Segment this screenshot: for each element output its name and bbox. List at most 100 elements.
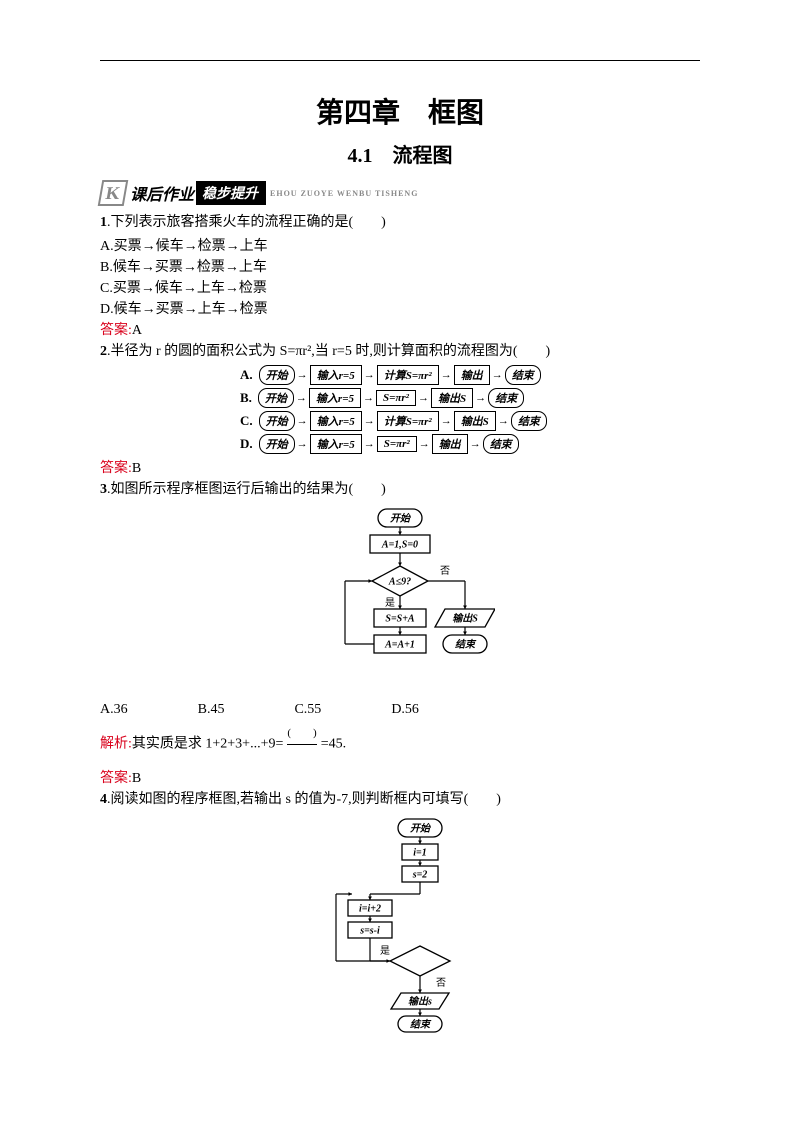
answer-label: 答案:: [100, 771, 132, 786]
q3-num: 3: [100, 482, 107, 497]
arrow-icon: →: [296, 392, 307, 404]
svg-text:是: 是: [380, 945, 390, 957]
arrow-icon: →: [297, 369, 308, 381]
option-label: A.: [240, 367, 253, 383]
flow-box: 结束: [511, 411, 547, 431]
q1-opt-b: B.候车→买票→检票→上车: [100, 256, 700, 276]
q1-ans-val: A: [132, 323, 142, 338]
q3-opt-a: A.36: [100, 702, 128, 718]
arrow-icon: →: [441, 369, 452, 381]
q3-explanation: 解析:其实质是求 1+2+3+...+9= ( )x =45.: [100, 724, 700, 765]
svg-text:S=S+A: S=S+A: [385, 613, 415, 624]
frac-line: [287, 744, 316, 745]
q3-options: A.36 B.45 C.55 D.56: [100, 702, 700, 718]
arrow-icon: →: [418, 392, 429, 404]
q1-opt-d: D.候车→买票→上车→检票: [100, 298, 700, 318]
option-label: C.: [240, 413, 253, 429]
q1-text: .下列表示旅客搭乘火车的流程正确的是( ): [107, 215, 386, 230]
q4-num: 4: [100, 792, 107, 807]
q2-row-a: A.开始→输入r=5→计算S=πr²→输出→结束: [240, 365, 700, 385]
flow-box: 输出: [432, 434, 468, 454]
chapter-title: 第四章 框图: [100, 91, 700, 131]
svg-text:输出s: 输出s: [408, 995, 432, 1007]
svg-text:s=2: s=2: [412, 869, 428, 880]
question-2: 2.半径为 r 的圆的面积公式为 S=πr²,当 r=5 时,则计算面积的流程图…: [100, 341, 700, 362]
question-1: 1.下列表示旅客搭乘火车的流程正确的是( ): [100, 212, 700, 233]
svg-text:结束: 结束: [455, 638, 477, 650]
arrow-icon: →: [297, 438, 308, 450]
svg-text:是: 是: [385, 597, 395, 609]
flow-box: 结束: [488, 388, 524, 408]
q2-answer: 答案:B: [100, 457, 700, 477]
arrow-icon: →: [363, 392, 374, 404]
flow-box: 计算S=πr²: [377, 411, 439, 431]
q1-answer: 答案:A: [100, 319, 700, 339]
question-4: 4.阅读如图的程序框图,若输出 s 的值为-7,则判断框内可填写( ): [100, 789, 700, 810]
q3-text: .如图所示程序框图运行后输出的结果为( ): [107, 482, 386, 497]
svg-text:A=1,S=0: A=1,S=0: [381, 539, 418, 550]
q3-expl-text2: =45.: [321, 737, 346, 752]
flow-box: 结束: [483, 434, 519, 454]
svg-text:否: 否: [440, 565, 450, 577]
q3-expl-text1: 其实质是求 1+2+3+...+9=: [132, 737, 283, 752]
top-rule: [100, 60, 700, 61]
explanation-label: 解析:: [100, 737, 132, 752]
option-label: D.: [240, 436, 253, 452]
q4-text: .阅读如图的程序框图,若输出 s 的值为-7,则判断框内可填写( ): [107, 792, 501, 807]
answer-label: 答案:: [100, 461, 132, 476]
banner-cn: 课后作业: [130, 181, 194, 205]
q1-opt-a: A.买票→候车→检票→上车: [100, 235, 700, 255]
arrow-icon: →: [475, 392, 486, 404]
svg-text:i=i+2: i=i+2: [359, 903, 381, 914]
q3-opt-d: D.56: [391, 702, 419, 718]
flow-box: 结束: [505, 365, 541, 385]
q3-ans-val: B: [132, 771, 141, 786]
svg-text:开始: 开始: [390, 512, 411, 524]
fraction-placeholder: ( )x: [287, 724, 316, 765]
svg-text:否: 否: [436, 977, 446, 989]
banner-pinyin: EHOU ZUOYE WENBU TISHENG: [270, 189, 418, 198]
q1-opt-c: C.买票→候车→上车→检票: [100, 277, 700, 297]
arrow-icon: →: [498, 415, 509, 427]
section-title: 4.1 流程图: [100, 139, 700, 168]
answer-label: 答案:: [100, 323, 132, 338]
svg-text:输出S: 输出S: [452, 612, 478, 624]
flow-box: 输出S: [454, 411, 496, 431]
svg-text:A≤9?: A≤9?: [388, 576, 411, 587]
q3-flowchart: 是否开始A=1,S=0A≤9?S=S+AA=A+1输出S结束: [305, 506, 495, 696]
svg-text:i=1: i=1: [413, 847, 426, 858]
q1-num: 1: [100, 215, 107, 230]
arrow-icon: →: [419, 438, 430, 450]
q3-opt-b: B.45: [198, 702, 225, 718]
question-3: 3.如图所示程序框图运行后输出的结果为( ): [100, 479, 700, 500]
flow-box: S=πr²: [377, 436, 417, 452]
flow-box: 开始: [259, 365, 295, 385]
flow-box: 输入r=5: [310, 434, 362, 454]
q2-num: 2: [100, 344, 107, 359]
arrow-icon: →: [470, 438, 481, 450]
arrow-icon: →: [492, 369, 503, 381]
flow-box: 开始: [259, 434, 295, 454]
q4-flowchart: 是否开始i=1s=2i=i+2s=s-i输出s结束: [310, 816, 490, 1036]
arrow-icon: →: [364, 415, 375, 427]
flow-box: 输出S: [431, 388, 473, 408]
flow-box: 输入r=5: [310, 411, 362, 431]
section-banner: K 课后作业 稳步提升 EHOU ZUOYE WENBU TISHENG: [100, 180, 700, 206]
flow-box: 输出: [454, 365, 490, 385]
q2-row-c: C.开始→输入r=5→计算S=πr²→输出S→结束: [240, 411, 700, 431]
flow-box: 开始: [259, 411, 295, 431]
banner-k-icon: K: [98, 180, 129, 206]
arrow-icon: →: [364, 438, 375, 450]
q2-text: .半径为 r 的圆的面积公式为 S=πr²,当 r=5 时,则计算面积的流程图为…: [107, 344, 550, 359]
q2-row-b: B.开始→输入r=5→S=πr²→输出S→结束: [240, 388, 700, 408]
option-label: B.: [240, 390, 252, 406]
svg-text:开始: 开始: [410, 822, 431, 834]
arrow-icon: →: [441, 415, 452, 427]
arrow-icon: →: [297, 415, 308, 427]
arrow-icon: →: [364, 369, 375, 381]
frac-top: ( ): [287, 724, 316, 744]
flow-box: 计算S=πr²: [377, 365, 439, 385]
banner-black: 稳步提升: [196, 181, 266, 205]
svg-text:结束: 结束: [410, 1018, 432, 1030]
flow-box: 开始: [258, 388, 294, 408]
